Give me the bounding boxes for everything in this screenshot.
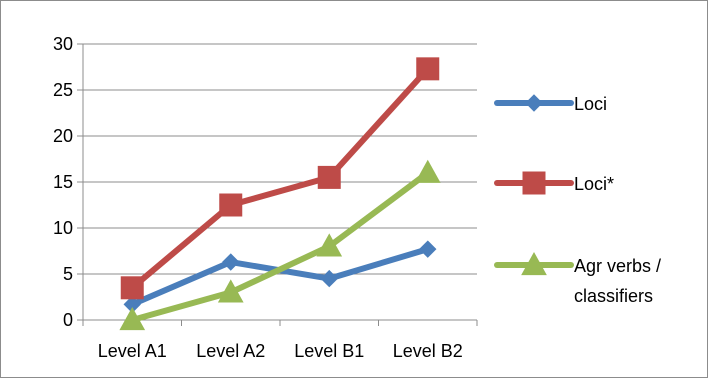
- y-tick-label: 5: [63, 264, 73, 284]
- series-1-point: [320, 269, 338, 288]
- legend-label: classifiers: [574, 286, 653, 306]
- series-1-point: [222, 253, 240, 271]
- series-2-point: [219, 193, 243, 217]
- x-tick-labels: Level A1 Level A2 Level B1 Level B2: [98, 341, 463, 361]
- series-line-2: [129, 65, 431, 291]
- x-tick-label: Level B2: [393, 341, 463, 361]
- series-3-point: [217, 279, 244, 303]
- gridlines: [83, 43, 477, 275]
- x-tick-label: Level A1: [98, 341, 167, 361]
- series-1-point: [419, 240, 437, 258]
- axes: [77, 43, 478, 326]
- y-tick-label: 15: [53, 172, 73, 192]
- y-tick-label: 10: [53, 218, 73, 238]
- legend: Loci Loci* Agr verbs / classifiers: [494, 94, 661, 306]
- series-3-point: [119, 306, 146, 331]
- series-3-point: [316, 233, 343, 257]
- legend-marker-3: [521, 251, 547, 276]
- series-lines: [129, 65, 431, 323]
- x-tick-label: Level A2: [196, 341, 265, 361]
- legend-label: Loci*: [574, 174, 614, 194]
- series-3-point: [414, 159, 441, 183]
- legend-label: Loci: [574, 94, 607, 114]
- y-tick-label: 30: [53, 34, 73, 54]
- series-2-point: [120, 276, 144, 300]
- x-tick-label: Level B1: [294, 341, 364, 361]
- legend-label: Agr verbs /: [574, 256, 661, 276]
- y-tick-label: 25: [53, 80, 73, 100]
- legend-marker-2: [522, 171, 546, 195]
- series-line-1: [129, 246, 431, 308]
- series-2-point: [317, 165, 341, 189]
- y-tick-labels: 0 5 10 15 20 25 30: [53, 34, 73, 330]
- series-2-point: [416, 57, 440, 81]
- series-line-3: [129, 169, 431, 323]
- y-tick-label: 20: [53, 126, 73, 146]
- series-markers: [119, 57, 441, 331]
- y-tick-label: 0: [63, 310, 73, 330]
- legend-marker-1: [525, 94, 543, 112]
